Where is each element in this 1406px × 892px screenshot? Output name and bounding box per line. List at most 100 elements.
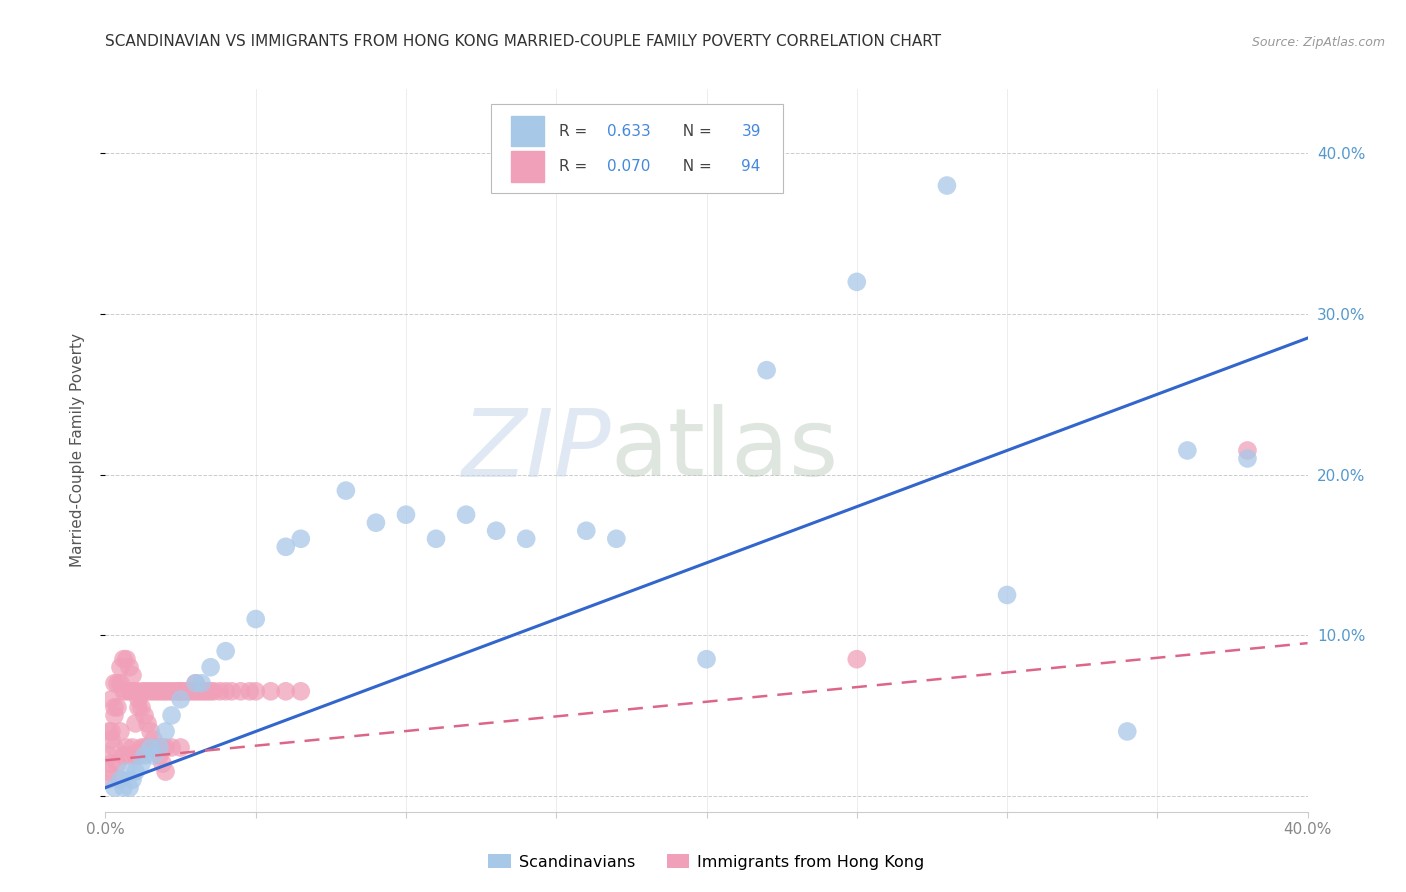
Point [131,700,153,714]
Point [194,684,217,698]
Point [364,516,387,530]
Point [184,684,207,698]
Point [142,740,165,755]
Point [100,692,122,706]
Point [124,748,146,763]
FancyBboxPatch shape [491,104,783,194]
Point [155,724,177,739]
Point [100,732,122,747]
Text: R =: R = [558,124,592,138]
Point [229,684,252,698]
Point [696,652,718,666]
Point [575,524,598,538]
Point [103,780,125,795]
Point [148,684,170,698]
Point [121,668,143,682]
Point [605,532,627,546]
Point [181,684,204,698]
Point [290,532,312,546]
Point [128,700,150,714]
Point [155,740,177,755]
Point [100,724,122,739]
Point [112,748,135,763]
Point [395,508,418,522]
Point [260,684,283,698]
Point [148,748,170,763]
Text: SCANDINAVIAN VS IMMIGRANTS FROM HONG KONG MARRIED-COUPLE FAMILY POVERTY CORRELAT: SCANDINAVIAN VS IMMIGRANTS FROM HONG KON… [105,34,942,49]
Text: R =: R = [558,159,592,174]
Point [166,684,188,698]
Point [515,532,537,546]
Point [139,740,162,755]
Point [160,740,183,755]
Point [103,740,125,755]
Point [152,756,174,771]
Point [995,588,1018,602]
Point [103,708,125,723]
Point [112,684,135,698]
Point [128,692,150,706]
Y-axis label: Married-Couple Family Poverty: Married-Couple Family Poverty [70,334,84,567]
Point [152,684,174,698]
Point [148,740,170,755]
Point [1116,724,1139,739]
Legend: Scandinavians, Immigrants from Hong Kong: Scandinavians, Immigrants from Hong Kong [482,847,931,876]
Point [134,748,156,763]
Text: 0.070: 0.070 [607,159,650,174]
Point [173,684,195,698]
Point [139,684,162,698]
Point [148,740,170,755]
Point [1236,451,1258,466]
Point [1175,443,1198,458]
Text: N =: N = [673,124,717,138]
Point [145,740,167,755]
Point [110,772,132,787]
Point [118,660,141,674]
Point [145,740,167,755]
Point [124,764,146,779]
Point [454,508,477,522]
Point [110,676,132,690]
Point [485,524,508,538]
Point [121,772,143,787]
Point [121,740,143,755]
Point [176,684,198,698]
Point [97,748,120,763]
Point [142,684,165,698]
Point [239,684,262,698]
Text: Source: ZipAtlas.com: Source: ZipAtlas.com [1251,36,1385,49]
Point [107,756,129,771]
Point [755,363,778,377]
Point [131,740,153,755]
Point [131,756,153,771]
Point [155,684,177,698]
Point [142,732,165,747]
Point [139,740,162,755]
Point [136,684,159,698]
Point [202,684,225,698]
Point [112,780,135,795]
Text: 94: 94 [741,159,761,174]
Point [335,483,357,498]
Point [145,684,167,698]
Point [136,716,159,731]
Point [221,684,243,698]
Point [184,676,207,690]
Text: atlas: atlas [610,404,838,497]
Point [124,716,146,731]
Point [128,748,150,763]
Point [134,708,156,723]
Point [124,684,146,698]
Bar [510,116,544,146]
Point [187,684,209,698]
Point [118,780,141,795]
Point [115,652,138,666]
Point [200,684,222,698]
Point [845,652,868,666]
Point [190,684,212,698]
Point [103,676,125,690]
Point [100,756,122,771]
Point [169,684,191,698]
Point [110,660,132,674]
Point [245,684,267,698]
